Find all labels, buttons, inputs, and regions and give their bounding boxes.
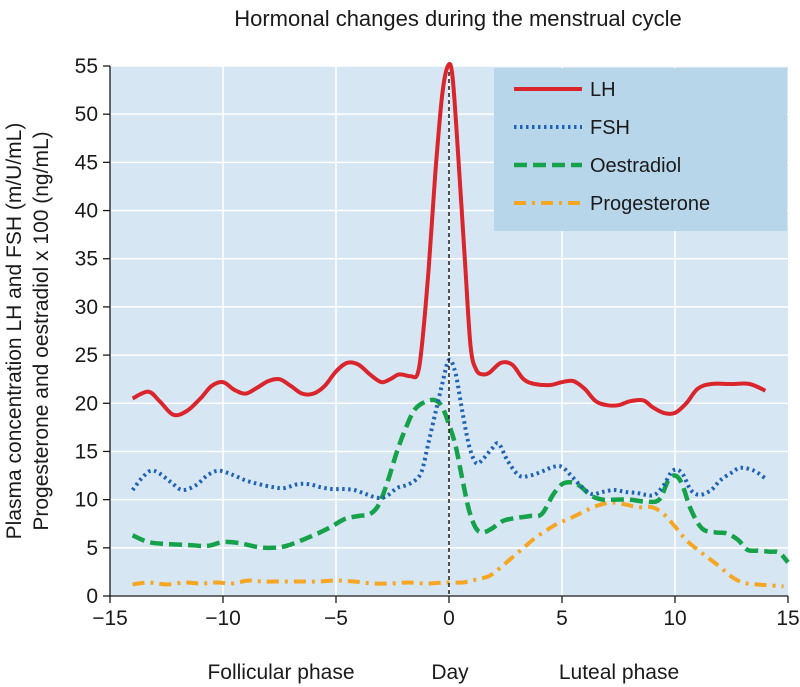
y-tick-label: 40 [75, 200, 98, 223]
x-tick-label: −10 [205, 607, 241, 630]
y-tick-label: 0 [86, 585, 98, 608]
series-line-oestradiol [131, 397, 790, 564]
chart-title: Hormonal changes during the menstrual cy… [234, 6, 682, 31]
x-tick-label: 15 [776, 607, 799, 630]
x-tick-label: 0 [443, 607, 455, 630]
y-axis-label-line-1: Plasma concentration LH and FSH (m/U/mL) [3, 123, 26, 540]
y-tick-label: 10 [75, 489, 98, 512]
y-tick-label: 55 [75, 55, 98, 78]
phase-label-follicular: Follicular phase [207, 661, 354, 684]
legend-label-progesterone: Progesterone [590, 193, 710, 215]
series-line-progesterone [132, 500, 784, 589]
phase-label-luteal: Luteal phase [559, 661, 679, 684]
x-tick-label: −15 [92, 607, 128, 630]
x-tick-label: 5 [556, 607, 568, 630]
y-tick-label: 20 [75, 392, 98, 415]
x-tick-label: 10 [663, 607, 686, 630]
series-line-fsh [131, 357, 767, 501]
y-tick-label: 5 [86, 537, 98, 560]
y-tick-label: 30 [75, 296, 98, 319]
x-tick-label: −5 [324, 607, 348, 630]
y-tick-label: 45 [75, 151, 98, 174]
legend-label-oestradiol: Oestradiol [590, 155, 681, 177]
y-tick-label: 50 [75, 103, 98, 126]
y-tick-label: 15 [75, 440, 98, 463]
series-line-lh [131, 61, 767, 418]
y-axis-label-line-2: Progesterone and oestradiol x 100 (ng/mL… [30, 131, 53, 530]
y-tick-label: 35 [75, 248, 98, 271]
plot-area: 0 5 10 15 20 25 30 35 40 45 50 55 −15 −10 −5 0 5 10 15 LH FS… [75, 55, 800, 630]
legend-label-fsh: FSH [590, 117, 630, 139]
y-tick-label: 25 [75, 344, 98, 367]
legend-label-lh: LH [590, 79, 616, 101]
x-axis-label: Day [431, 661, 469, 684]
